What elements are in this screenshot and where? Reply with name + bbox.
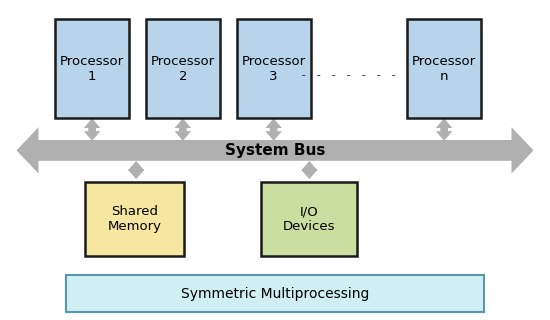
Text: Symmetric Multiprocessing: Symmetric Multiprocessing (181, 287, 369, 300)
FancyBboxPatch shape (85, 182, 184, 256)
FancyBboxPatch shape (261, 182, 358, 256)
Polygon shape (84, 118, 100, 141)
Text: Shared
Memory: Shared Memory (108, 205, 162, 233)
Polygon shape (301, 161, 318, 179)
Text: Processor
2: Processor 2 (151, 55, 215, 83)
Text: I/O
Devices: I/O Devices (283, 205, 336, 233)
Text: Processor
n: Processor n (412, 55, 476, 83)
Text: Processor
1: Processor 1 (60, 55, 124, 83)
Polygon shape (175, 118, 191, 141)
FancyBboxPatch shape (236, 19, 311, 118)
Text: Processor
3: Processor 3 (241, 55, 306, 83)
Text: System Bus: System Bus (225, 143, 325, 158)
Text: - - - - - - -: - - - - - - - (300, 69, 398, 82)
FancyBboxPatch shape (66, 275, 484, 312)
FancyBboxPatch shape (407, 19, 481, 118)
Polygon shape (128, 161, 144, 179)
Polygon shape (436, 118, 452, 141)
FancyBboxPatch shape (55, 19, 129, 118)
Polygon shape (16, 127, 534, 173)
Polygon shape (265, 118, 282, 141)
FancyBboxPatch shape (146, 19, 220, 118)
